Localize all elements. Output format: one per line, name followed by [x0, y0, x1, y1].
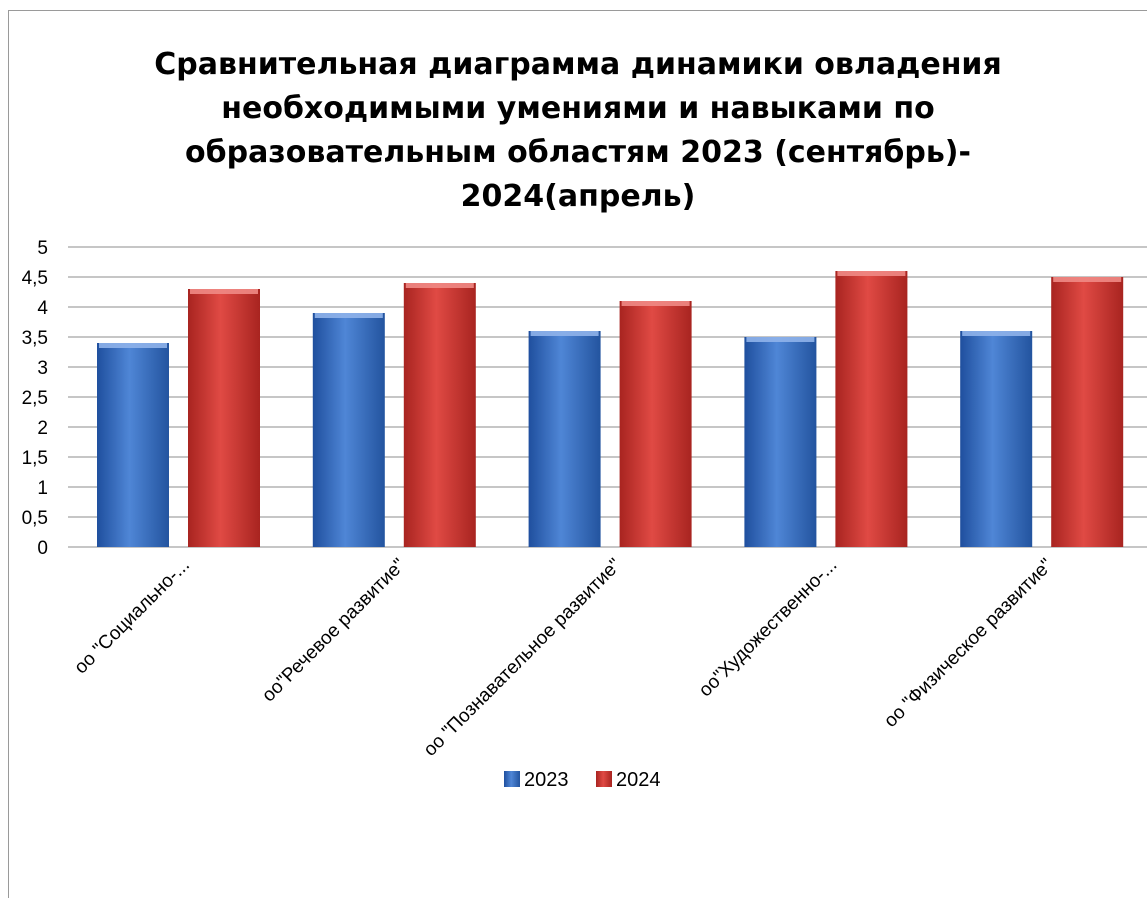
y-tick-label: 4 [37, 298, 48, 319]
bar-2023-2 [528, 331, 601, 547]
bar-cap-2024-1 [405, 283, 474, 288]
bar-cap-2023-0 [99, 343, 167, 348]
y-tick-label: 3 [37, 358, 48, 379]
y-tick-label: 4,5 [22, 268, 48, 289]
bar-cap-2024-4 [1053, 277, 1122, 282]
bar-2023-0 [97, 343, 169, 547]
bar-cap-2024-3 [837, 271, 906, 276]
legend-label-2024: 2024 [616, 769, 661, 791]
bar-cap-2023-2 [530, 331, 599, 336]
bars [97, 271, 1124, 547]
y-tick-label: 2 [37, 418, 48, 439]
bar-cap-2023-1 [314, 313, 383, 318]
chart-frame [8, 10, 1147, 898]
chart-title-line-2: необходимыми умениями и навыками по [221, 91, 934, 126]
bar-2024-3 [835, 271, 908, 547]
legend-swatch-2024 [596, 771, 612, 787]
x-tick-label: оо "Социально-... [70, 555, 194, 679]
y-tick-label: 1,5 [22, 448, 48, 469]
y-tick-label: 1 [37, 478, 48, 499]
bar-2024-4 [1051, 277, 1124, 547]
y-tick-label: 2,5 [22, 388, 48, 409]
x-tick-label: оо"Художественно-... [695, 555, 841, 701]
y-tick-label: 0,5 [22, 508, 48, 529]
bar-2023-1 [312, 313, 385, 547]
x-tick-label: оо "Физическое развитие" [880, 555, 1057, 732]
bar-2024-1 [403, 283, 476, 547]
chart-title-line-1: Сравнительная диаграмма динамики овладен… [154, 47, 1001, 82]
legend-swatch-2023 [504, 771, 520, 787]
bar-2023-4 [960, 331, 1033, 547]
chart-title-line-3: образовательным областям 2023 (сентябрь)… [185, 135, 971, 170]
y-axis-ticks: 0 0,5 1 1,5 2 2,5 3 3,5 4 4,5 5 [22, 238, 49, 559]
x-tick-label: оо "Познавательное развитие" [420, 555, 626, 761]
y-tick-label: 5 [37, 238, 48, 259]
x-axis-ticks: оо "Социально-... оо"Речевое развитие" оо … [70, 555, 1057, 761]
bar-cap-2023-3 [746, 337, 815, 342]
bar-2024-0 [188, 289, 260, 547]
y-tick-label: 0 [37, 538, 48, 559]
chart-title: Сравнительная диаграмма динамики овладен… [154, 47, 1001, 214]
bar-cap-2024-2 [621, 301, 690, 306]
chart-title-line-4: 2024(апрель) [461, 179, 696, 214]
legend: 2023 2024 [504, 769, 661, 791]
bar-cap-2024-0 [190, 289, 258, 294]
legend-label-2023: 2023 [524, 769, 569, 791]
bar-2024-2 [619, 301, 692, 547]
y-tick-label: 3,5 [22, 328, 48, 349]
bar-2023-3 [744, 337, 817, 547]
bar-cap-2023-4 [962, 331, 1031, 336]
x-tick-label: оо"Речевое развитие" [258, 555, 410, 707]
